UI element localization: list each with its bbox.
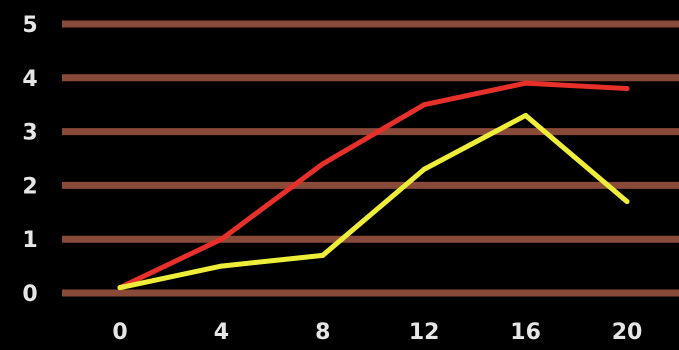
series-1-point (523, 80, 529, 86)
x-tick-label: 8 (315, 320, 330, 345)
x-tick-label: 20 (612, 320, 643, 345)
y-tick-label: 4 (22, 67, 37, 92)
series-2-point (218, 263, 224, 269)
series-2-point (117, 285, 123, 291)
series-2-point (523, 112, 529, 118)
y-tick-label: 1 (22, 228, 37, 253)
series-2-point (624, 199, 630, 205)
series-line-1 (117, 80, 630, 291)
x-tick-label: 12 (409, 320, 440, 345)
series-1-point (421, 102, 427, 108)
series-line-2 (117, 112, 630, 291)
x-tick-label: 4 (214, 320, 229, 345)
y-tick-label: 2 (22, 174, 37, 199)
y-axis-tick-labels: 0 1 2 3 4 5 (22, 13, 37, 307)
series-1-point (320, 161, 326, 167)
y-tick-label: 5 (22, 13, 37, 38)
series-1-point (218, 236, 224, 242)
series-1-point (624, 86, 630, 92)
y-tick-label: 0 (22, 282, 37, 307)
series-2-point (421, 166, 427, 172)
y-tick-label: 3 (22, 121, 37, 146)
gridlines (62, 20, 679, 297)
x-tick-label: 0 (112, 320, 127, 345)
series-2-point (320, 252, 326, 258)
series-lines (117, 80, 630, 291)
x-tick-label: 16 (510, 320, 541, 345)
x-axis-tick-labels: 0 4 8 12 16 20 (112, 320, 642, 345)
